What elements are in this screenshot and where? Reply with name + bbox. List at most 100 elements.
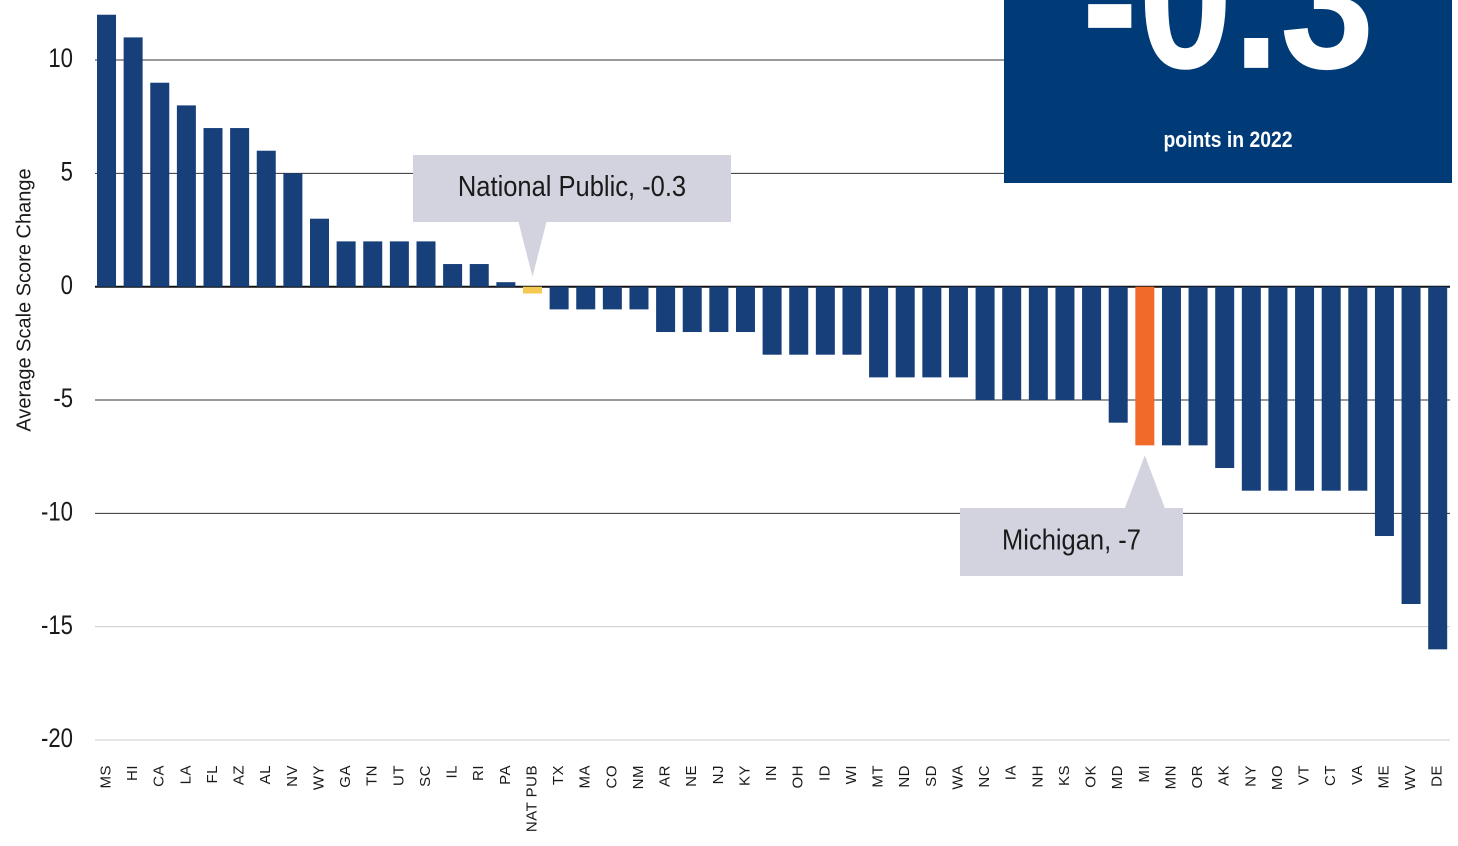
- bar: [522, 286, 542, 294]
- bar: [1348, 286, 1368, 491]
- bar: [469, 264, 489, 287]
- x-tick-label: CT: [1322, 765, 1339, 786]
- bar: [975, 286, 995, 401]
- x-tick-label: AZ: [231, 765, 248, 785]
- x-tick-label: LA: [177, 765, 194, 784]
- x-tick-label: IN: [763, 765, 780, 781]
- callout: -0.3 points in 2022: [1004, 0, 1452, 183]
- annotation-pointer: [1124, 455, 1165, 508]
- x-tick-label: CA: [151, 765, 168, 787]
- x-tick-label: MT: [870, 765, 887, 788]
- x-tick-label: RI: [470, 765, 487, 781]
- annotation: Michigan, -7: [960, 455, 1183, 576]
- bar: [336, 241, 356, 287]
- x-tick-label: WY: [310, 765, 327, 790]
- x-tick-label: MD: [1109, 765, 1126, 789]
- x-tick-label: NE: [683, 765, 700, 787]
- bar: [203, 128, 223, 287]
- y-tick-label: -20: [41, 724, 73, 754]
- x-tick-label: TN: [364, 765, 381, 786]
- y-tick-label: 5: [61, 158, 73, 188]
- x-tick-label: NJ: [710, 765, 727, 784]
- y-tick-label: 0: [61, 271, 73, 301]
- x-tick-label: NC: [976, 765, 993, 788]
- bar: [709, 286, 729, 333]
- bar: [1215, 286, 1235, 469]
- bar: [948, 286, 968, 378]
- x-tick-label: OH: [790, 765, 807, 789]
- x-tick-label: AK: [1216, 765, 1233, 786]
- bar: [1188, 286, 1208, 446]
- x-tick-label: MA: [577, 765, 594, 789]
- x-tick-label: PA: [497, 765, 514, 785]
- x-tick-label: ND: [896, 765, 913, 788]
- bar: [1428, 286, 1448, 650]
- bar: [842, 286, 862, 355]
- bar: [1374, 286, 1394, 537]
- x-tick-label: NAT PUB: [523, 765, 540, 832]
- y-tick-label: -10: [41, 498, 73, 528]
- annotation-pointer: [518, 222, 547, 277]
- bar: [895, 286, 915, 378]
- annotation-box: [413, 155, 731, 222]
- annotation-text: National Public, -0.3: [458, 170, 686, 203]
- bar: [735, 286, 755, 333]
- bar: [815, 286, 835, 355]
- x-tick-label: NY: [1242, 765, 1259, 787]
- x-tick-label: ID: [816, 765, 833, 781]
- bar: [1002, 286, 1022, 401]
- y-tick-label: 10: [48, 44, 73, 74]
- bar: [443, 264, 463, 287]
- x-tick-label: SD: [923, 765, 940, 787]
- bar: [256, 150, 276, 287]
- bar: [549, 286, 569, 310]
- bar: [363, 241, 383, 287]
- annotation-text: Michigan, -7: [1002, 523, 1141, 556]
- bar: [230, 128, 250, 287]
- bar: [150, 82, 170, 287]
- bar: [1082, 286, 1102, 401]
- x-tick-label: DE: [1429, 765, 1446, 787]
- y-tick-label: -15: [41, 611, 73, 641]
- bar: [1241, 286, 1261, 491]
- bar: [1268, 286, 1288, 491]
- bar: [496, 282, 516, 287]
- bar: [1295, 286, 1315, 491]
- bar: [283, 173, 303, 287]
- bar: [656, 286, 676, 333]
- bar: [869, 286, 889, 378]
- x-tick-label: VT: [1296, 765, 1313, 785]
- x-tick-label: FL: [204, 765, 221, 784]
- bar: [602, 286, 622, 310]
- bar: [762, 286, 782, 355]
- x-tick-label: OK: [1083, 765, 1100, 788]
- bar: [1055, 286, 1075, 401]
- x-tick-label: WA: [949, 765, 966, 790]
- bar: [789, 286, 809, 355]
- annotation-box: [960, 508, 1183, 576]
- bar: [576, 286, 596, 310]
- x-tick-label: AR: [657, 765, 674, 787]
- bar: [1401, 286, 1421, 605]
- bar: [1161, 286, 1181, 446]
- x-tick-label: VA: [1349, 765, 1366, 785]
- x-tick-label: KY: [736, 765, 753, 786]
- bar: [922, 286, 942, 378]
- annotation: National Public, -0.3: [413, 155, 731, 277]
- bar: [123, 37, 143, 287]
- bar: [97, 14, 117, 287]
- x-tick-label: HI: [124, 765, 141, 781]
- x-tick-label: NM: [630, 765, 647, 789]
- callout-box: [1004, 0, 1452, 183]
- bar: [682, 286, 702, 333]
- bar: [416, 241, 436, 287]
- x-tick-label: IL: [444, 765, 461, 779]
- x-tick-label: AL: [257, 765, 274, 784]
- x-tick-label: KS: [1056, 765, 1073, 786]
- x-tick-label: MI: [1136, 765, 1153, 783]
- bar: [1108, 286, 1128, 423]
- bar: [629, 286, 649, 310]
- bar: [176, 105, 196, 287]
- callout-text: points in 2022: [1163, 128, 1292, 152]
